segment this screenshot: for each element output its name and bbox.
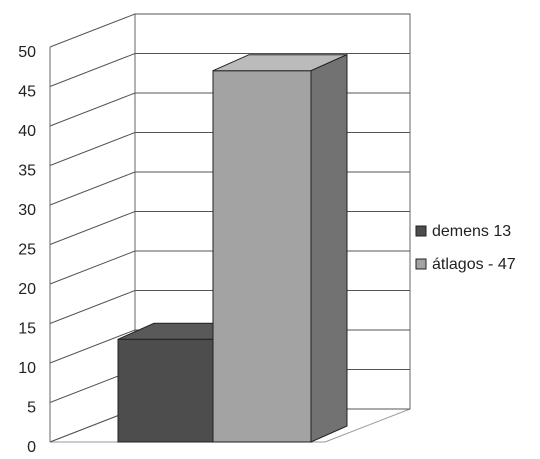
legend-label: demens 13	[432, 223, 511, 240]
grid-line	[49, 13, 136, 48]
grid-line	[49, 171, 136, 206]
grid-line	[49, 211, 136, 245]
grid-line	[49, 329, 136, 364]
legend-swatch	[415, 258, 427, 270]
grid-line	[49, 92, 136, 127]
y-tick-label: 35	[18, 163, 36, 180]
bar-front	[212, 70, 312, 443]
y-tick-label: 30	[18, 202, 36, 219]
y-tick-label: 20	[18, 281, 36, 298]
y-tick-label: 40	[18, 123, 36, 140]
grid-line	[49, 132, 136, 166]
y-tick-label: 50	[18, 44, 36, 61]
y-tick-label: 45	[18, 84, 36, 101]
y-tick-label: 15	[18, 321, 36, 338]
grid-line	[49, 250, 136, 285]
y-tick-label: 5	[27, 400, 36, 417]
legend-swatch	[415, 225, 427, 237]
bar-side	[310, 53, 348, 443]
grid-line	[49, 290, 136, 324]
legend-label: átlagos - 47	[432, 256, 516, 273]
y-tick-label: 10	[18, 360, 36, 377]
bar-front	[117, 338, 214, 443]
y-tick-label: 25	[18, 242, 36, 259]
grid-line	[49, 53, 136, 87]
y-tick-label: 0	[27, 439, 36, 456]
